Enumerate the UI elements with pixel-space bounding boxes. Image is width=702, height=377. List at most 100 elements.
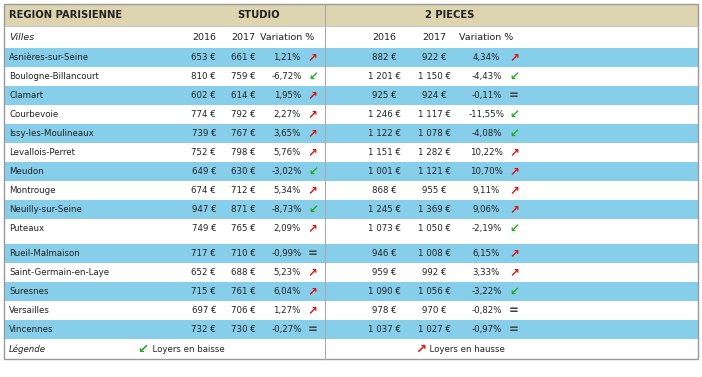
Text: 2016: 2016 <box>372 32 397 41</box>
Text: 614 €: 614 € <box>231 91 256 100</box>
Text: ↗: ↗ <box>308 51 318 64</box>
Text: ↙: ↙ <box>509 222 519 235</box>
Text: 1 027 €: 1 027 € <box>418 325 451 334</box>
Text: 712 €: 712 € <box>231 186 256 195</box>
Text: -3,22%: -3,22% <box>471 287 502 296</box>
Bar <box>4 238 698 244</box>
Bar <box>4 282 698 301</box>
Text: -2,19%: -2,19% <box>471 224 501 233</box>
Text: 5,34%: 5,34% <box>274 186 301 195</box>
Text: ↙: ↙ <box>308 70 318 83</box>
Text: ↗: ↗ <box>308 285 318 298</box>
Text: ↗: ↗ <box>308 304 318 317</box>
Text: 9,06%: 9,06% <box>472 205 500 214</box>
Text: -0,99%: -0,99% <box>272 249 303 258</box>
Text: 868 €: 868 € <box>372 186 397 195</box>
Text: Montrouge: Montrouge <box>9 186 55 195</box>
Text: 1 201 €: 1 201 € <box>368 72 401 81</box>
Text: -0,11%: -0,11% <box>471 91 502 100</box>
Text: ↗: ↗ <box>415 342 426 356</box>
Text: 792 €: 792 € <box>231 110 256 119</box>
Bar <box>4 219 698 238</box>
Text: 5,23%: 5,23% <box>274 268 301 277</box>
Text: STUDIO: STUDIO <box>237 10 279 20</box>
Text: 1 008 €: 1 008 € <box>418 249 451 258</box>
Text: ↙: ↙ <box>308 203 318 216</box>
Bar <box>4 162 698 181</box>
Text: 653 €: 653 € <box>192 53 216 62</box>
Bar <box>4 244 698 263</box>
Text: ↙: ↙ <box>509 70 519 83</box>
Bar <box>4 4 698 26</box>
Text: 970 €: 970 € <box>422 306 446 315</box>
Text: 959 €: 959 € <box>372 268 397 277</box>
Text: 752 €: 752 € <box>192 148 216 157</box>
Text: 1 073 €: 1 073 € <box>368 224 401 233</box>
Text: -6,72%: -6,72% <box>272 72 303 81</box>
Bar <box>4 86 698 105</box>
Text: 1 001 €: 1 001 € <box>368 167 401 176</box>
Text: 602 €: 602 € <box>192 91 216 100</box>
Text: Rueil-Malmaison: Rueil-Malmaison <box>9 249 80 258</box>
Text: Légende: Légende <box>9 344 46 354</box>
Text: 810 €: 810 € <box>192 72 216 81</box>
Text: 5,76%: 5,76% <box>274 148 301 157</box>
Text: -11,55%: -11,55% <box>468 110 504 119</box>
Text: Clamart: Clamart <box>9 91 43 100</box>
Text: 10,22%: 10,22% <box>470 148 503 157</box>
Text: 1,21%: 1,21% <box>274 53 301 62</box>
Text: ↗: ↗ <box>308 266 318 279</box>
Text: 710 €: 710 € <box>231 249 256 258</box>
Text: Loyers en hausse: Loyers en hausse <box>425 345 505 354</box>
Text: -3,02%: -3,02% <box>272 167 303 176</box>
Bar <box>4 339 698 359</box>
Text: 1 078 €: 1 078 € <box>418 129 451 138</box>
Text: 992 €: 992 € <box>422 268 446 277</box>
Text: Meudon: Meudon <box>9 167 44 176</box>
Text: 798 €: 798 € <box>231 148 256 157</box>
Text: 661 €: 661 € <box>231 53 256 62</box>
Text: REGION PARISIENNE: REGION PARISIENNE <box>9 10 122 20</box>
Text: 1 246 €: 1 246 € <box>368 110 401 119</box>
Text: 924 €: 924 € <box>422 91 446 100</box>
Text: 3,33%: 3,33% <box>472 268 500 277</box>
Text: Variation %: Variation % <box>260 32 314 41</box>
Text: Boulogne-Billancourt: Boulogne-Billancourt <box>9 72 99 81</box>
Text: ↗: ↗ <box>308 146 318 159</box>
Text: Suresnes: Suresnes <box>9 287 48 296</box>
Text: -0,82%: -0,82% <box>471 306 502 315</box>
Text: ↗: ↗ <box>308 184 318 197</box>
Text: 706 €: 706 € <box>231 306 256 315</box>
Text: 2 PIECES: 2 PIECES <box>425 10 474 20</box>
Text: ↗: ↗ <box>509 203 519 216</box>
Text: Loyers en baisse: Loyers en baisse <box>147 345 225 354</box>
Text: ↗: ↗ <box>308 89 318 102</box>
Text: 2,09%: 2,09% <box>274 224 300 233</box>
Bar <box>4 67 698 86</box>
Text: 947 €: 947 € <box>192 205 216 214</box>
Text: Versailles: Versailles <box>9 306 50 315</box>
Text: 674 €: 674 € <box>192 186 216 195</box>
Text: 925 €: 925 € <box>372 91 397 100</box>
Text: 1,27%: 1,27% <box>274 306 301 315</box>
Text: ↗: ↗ <box>509 146 519 159</box>
Text: 1 056 €: 1 056 € <box>418 287 451 296</box>
Text: =: = <box>509 323 519 336</box>
Text: ↙: ↙ <box>509 127 519 140</box>
Text: 9,11%: 9,11% <box>472 186 500 195</box>
Text: 774 €: 774 € <box>192 110 216 119</box>
Text: 2017: 2017 <box>423 32 446 41</box>
Text: ↙: ↙ <box>137 342 148 356</box>
Bar <box>4 124 698 143</box>
Text: ↗: ↗ <box>308 127 318 140</box>
Text: 6,04%: 6,04% <box>274 287 301 296</box>
Text: 732 €: 732 € <box>192 325 216 334</box>
Text: ↗: ↗ <box>509 266 519 279</box>
Text: Issy-les-Moulineaux: Issy-les-Moulineaux <box>9 129 94 138</box>
Text: 922 €: 922 € <box>422 53 446 62</box>
Text: 4,34%: 4,34% <box>472 53 500 62</box>
Bar <box>4 181 698 200</box>
Text: ↗: ↗ <box>308 108 318 121</box>
Text: 1 050 €: 1 050 € <box>418 224 451 233</box>
Text: Neuilly-sur-Seine: Neuilly-sur-Seine <box>9 205 82 214</box>
